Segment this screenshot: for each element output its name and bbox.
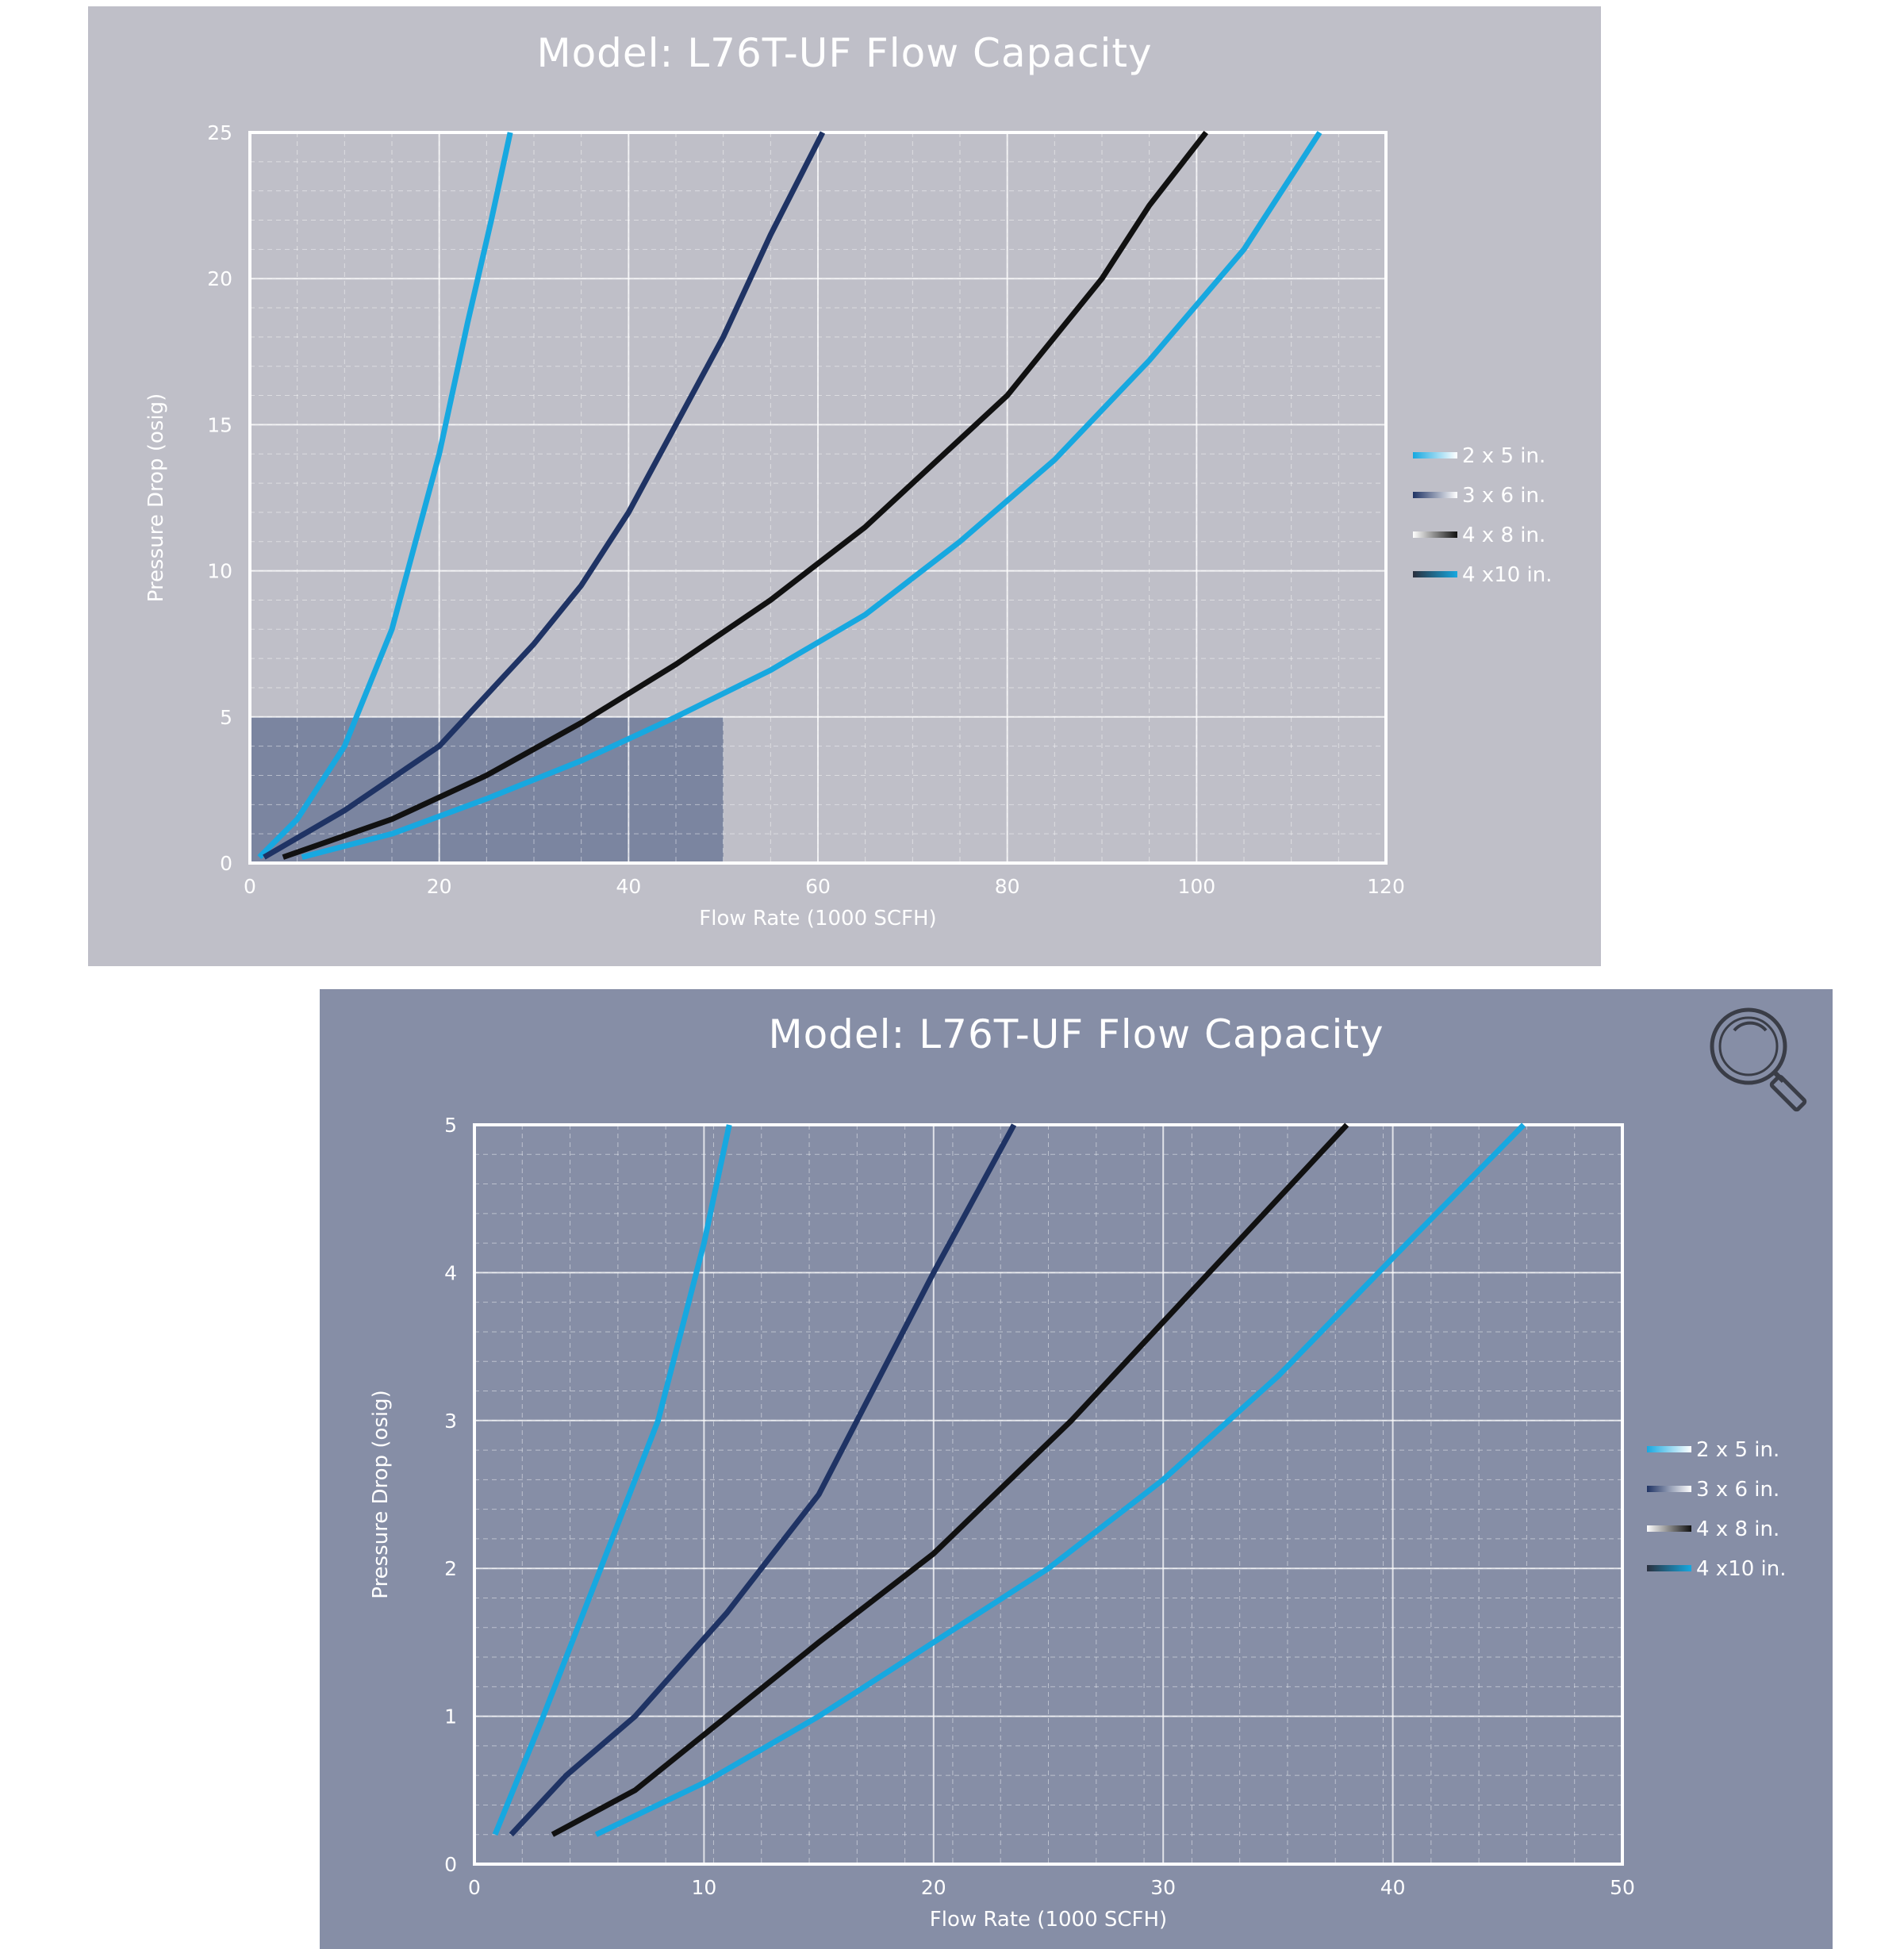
legend-label: 4 x10 in.	[1696, 1557, 1787, 1581]
series-line	[282, 130, 1209, 860]
series-line	[257, 132, 513, 860]
x-axis-label: Flow Rate (1000 SCFH)	[930, 1908, 1167, 1932]
y-tick-label: 0	[444, 1853, 457, 1876]
y-tick-label: 25	[207, 121, 232, 144]
legend-label: 3 x 6 in.	[1696, 1478, 1779, 1502]
series-line	[492, 1124, 732, 1836]
x-tick-label: 0	[244, 875, 256, 898]
x-tick-label: 40	[1380, 1876, 1406, 1899]
chart-title: Model: L76T-UF Flow Capacity	[768, 1011, 1384, 1057]
y-tick-label: 2	[444, 1557, 457, 1580]
y-tick-label: 4	[444, 1261, 457, 1284]
x-tick-label: 40	[616, 875, 641, 898]
magnifier-icon[interactable]	[1699, 999, 1818, 1118]
series-line	[301, 131, 1322, 861]
chart-svg-bottom: 0 10 20 30 40 50 0 1 2 3 4 5 Flow Rate (1000 SCFH) Pr…	[369, 1114, 1787, 1932]
x-tick-label: 50	[1610, 1876, 1635, 1899]
legend-label: 4 x 8 in.	[1696, 1517, 1779, 1541]
legend-swatch	[1647, 1446, 1691, 1452]
y-tick-label: 15	[207, 413, 232, 436]
legend-swatch	[1647, 1565, 1691, 1571]
x-tick-label: 120	[1367, 875, 1405, 898]
legend-swatch	[1413, 492, 1457, 498]
plot-frame	[473, 1123, 1624, 1866]
legend-swatch	[1647, 1525, 1691, 1532]
legend-swatch	[1647, 1486, 1691, 1492]
y-tick-label: 5	[444, 1114, 457, 1137]
x-tick-label: 10	[691, 1876, 716, 1899]
series-line	[594, 1122, 1526, 1837]
x-tick-label: 80	[995, 875, 1020, 898]
chart-panel-bottom: Model: L76T-UF Flow Capacity 0 10 20 30 40 50…	[320, 989, 1833, 1949]
legend-swatch	[1413, 571, 1457, 577]
y-tick-label: 5	[220, 706, 232, 729]
series-line	[509, 1123, 1017, 1837]
y-axis-label: Pressure Drop (osig)	[369, 1390, 393, 1599]
legend-label: 2 x 5 in.	[1462, 444, 1545, 468]
x-tick-label: 20	[921, 1876, 946, 1899]
x-tick-label: 100	[1177, 875, 1215, 898]
legend-label: 2 x 5 in.	[1696, 1438, 1779, 1462]
chart-svg-top: 0 20 40 60 80 100 120 0 5 10 15 20 25 Flow Rate (1000…	[144, 121, 1553, 930]
x-tick-label: 0	[468, 1876, 481, 1899]
x-tick-label: 30	[1150, 1876, 1176, 1899]
legend-label: 4 x10 in.	[1462, 563, 1553, 587]
y-axis-label: Pressure Drop (osig)	[144, 393, 168, 603]
legend-swatch	[1413, 531, 1457, 538]
y-tick-label: 10	[207, 560, 232, 583]
chart-title: Model: L76T-UF Flow Capacity	[536, 30, 1153, 76]
series-line	[551, 1122, 1349, 1837]
y-tick-label: 20	[207, 267, 232, 290]
legend-label: 4 x 8 in.	[1462, 524, 1545, 547]
plot-frame	[248, 131, 1388, 865]
chart-panel-top: Model: L76T-UF Flow Capacity 0 20 40 60 80 10…	[88, 6, 1601, 966]
y-tick-label: 0	[220, 852, 232, 875]
x-tick-label: 60	[805, 875, 831, 898]
legend-swatch	[1413, 452, 1457, 458]
series-line	[263, 131, 826, 860]
x-tick-label: 20	[427, 875, 452, 898]
y-tick-label: 3	[444, 1410, 457, 1433]
legend-label: 3 x 6 in.	[1462, 484, 1545, 508]
y-tick-label: 1	[444, 1705, 457, 1728]
x-axis-label: Flow Rate (1000 SCFH)	[699, 907, 936, 930]
